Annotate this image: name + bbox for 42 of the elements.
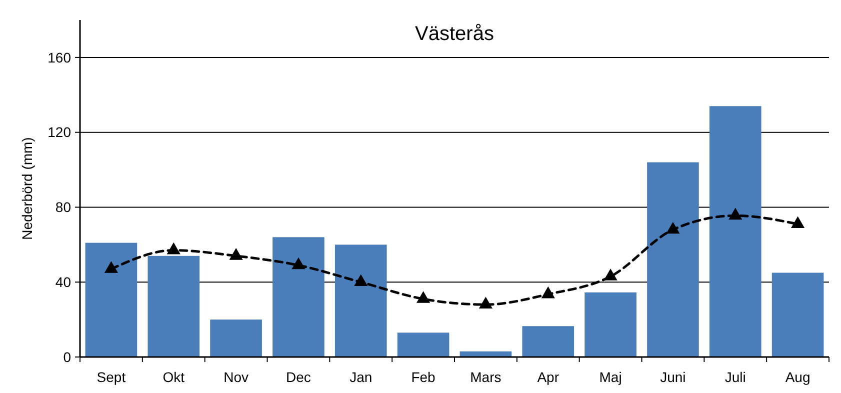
point: [104, 261, 118, 273]
bar: [148, 256, 200, 357]
bar: [522, 326, 574, 357]
bar: [334, 244, 387, 357]
bar: [210, 320, 262, 357]
x-tick-label: Nov: [224, 369, 248, 385]
bar: [272, 237, 324, 357]
x-tick-label: Dec: [286, 369, 311, 385]
x-tick-label: Okt: [162, 369, 185, 385]
bar: [397, 332, 450, 357]
x-tick-label: Mars: [470, 369, 502, 385]
x-tick-label: Feb: [411, 369, 436, 385]
point: [478, 296, 493, 308]
point: [229, 248, 243, 260]
bar: [85, 242, 138, 357]
bar: [584, 292, 636, 357]
y-axis-title: Nederbörd (mm): [19, 137, 35, 240]
point: [666, 222, 680, 234]
point: [541, 286, 555, 298]
y-tick-label: 40: [55, 274, 72, 290]
bar: [772, 272, 824, 357]
bar: [647, 162, 699, 357]
point: [728, 208, 742, 220]
x-tick-label: Jan: [350, 369, 372, 385]
x-tick-label: Maj: [599, 369, 622, 385]
y-tick-label: 120: [48, 124, 72, 140]
point: [604, 268, 618, 280]
x-tick-label: Juni: [660, 369, 686, 385]
chart-title: Västerås: [415, 23, 494, 45]
y-tick-label: 160: [48, 49, 72, 66]
bar: [709, 106, 762, 357]
point: [166, 242, 180, 254]
point: [790, 216, 805, 228]
point: [354, 274, 368, 286]
point: [416, 291, 430, 303]
x-tick-label: Juli: [724, 369, 746, 385]
x-tick-label: Apr: [537, 369, 560, 385]
y-tick-label: 80: [55, 199, 72, 216]
y-tick-label: 0: [63, 348, 72, 365]
point: [292, 257, 306, 270]
x-tick-label: Sept: [96, 369, 126, 385]
x-tick-label: Aug: [785, 369, 810, 385]
